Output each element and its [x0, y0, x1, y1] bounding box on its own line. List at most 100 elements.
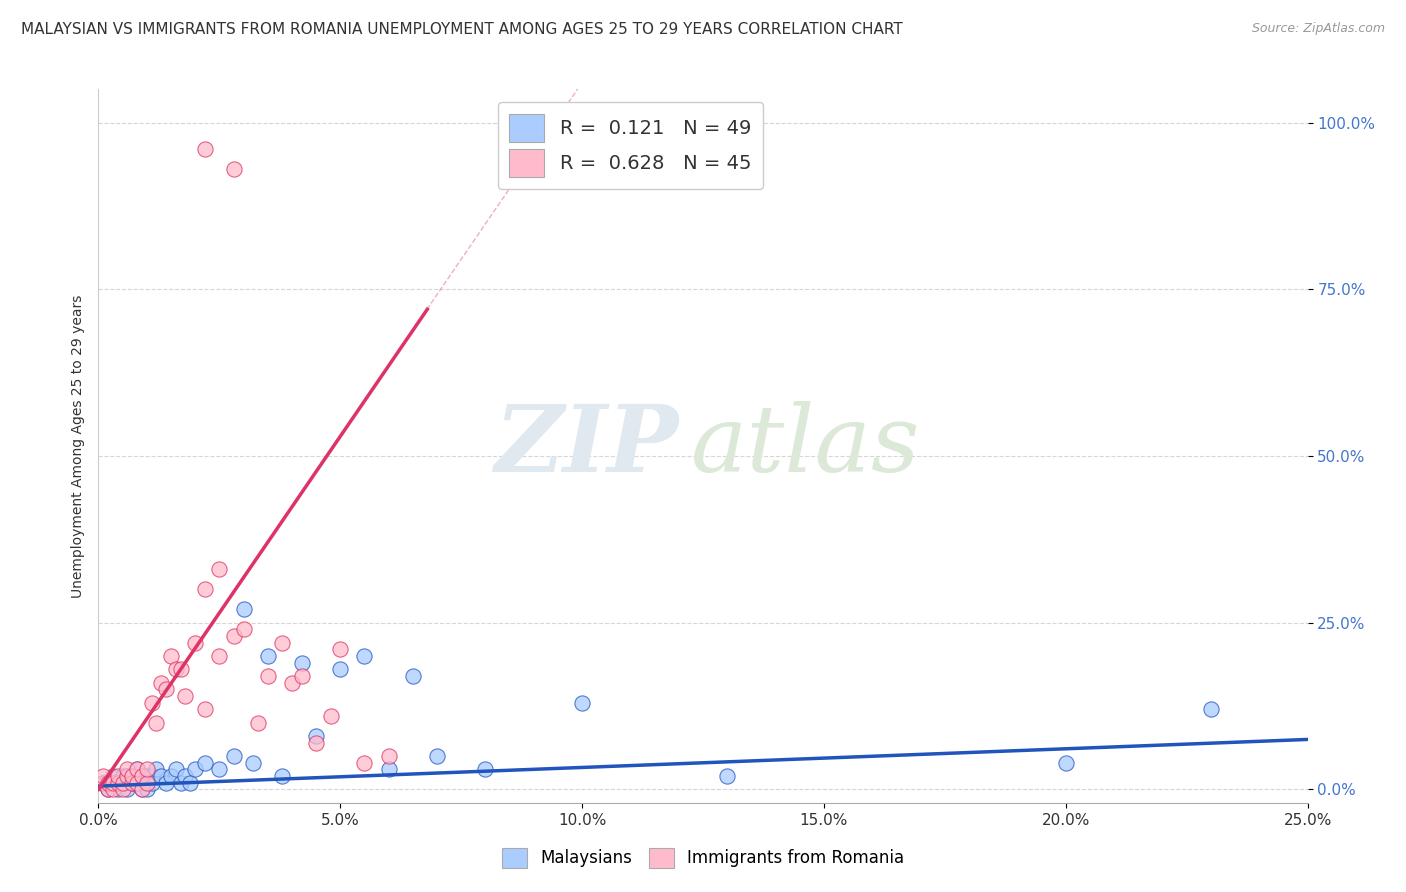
- Point: [377, 763, 399, 777]
- Point: [290, 669, 312, 683]
- Point: [131, 782, 153, 797]
- Point: [135, 782, 157, 797]
- Point: [222, 629, 245, 643]
- Y-axis label: Unemployment Among Ages 25 to 29 years: Unemployment Among Ages 25 to 29 years: [70, 294, 84, 598]
- Point: [247, 715, 270, 730]
- Point: [127, 763, 149, 777]
- Point: [155, 776, 177, 790]
- Point: [160, 769, 183, 783]
- Point: [141, 769, 163, 783]
- Point: [1199, 702, 1222, 716]
- Point: [184, 763, 207, 777]
- Point: [117, 769, 139, 783]
- Point: [121, 769, 143, 783]
- Point: [111, 782, 134, 797]
- Text: Source: ZipAtlas.com: Source: ZipAtlas.com: [1251, 22, 1385, 36]
- Point: [111, 776, 134, 790]
- Legend: R =  0.121   N = 49, R =  0.628   N = 45: R = 0.121 N = 49, R = 0.628 N = 45: [498, 103, 763, 188]
- Point: [716, 769, 738, 783]
- Point: [242, 756, 264, 770]
- Point: [174, 769, 197, 783]
- Point: [174, 689, 197, 703]
- Point: [329, 642, 352, 657]
- Point: [271, 636, 294, 650]
- Point: [208, 562, 231, 576]
- Point: [107, 776, 129, 790]
- Point: [150, 769, 173, 783]
- Point: [165, 662, 187, 676]
- Point: [169, 776, 191, 790]
- Point: [111, 769, 134, 783]
- Legend: Malaysians, Immigrants from Romania: Malaysians, Immigrants from Romania: [495, 841, 911, 875]
- Point: [329, 662, 352, 676]
- Point: [194, 142, 217, 156]
- Point: [290, 656, 312, 670]
- Point: [135, 769, 157, 783]
- Point: [305, 729, 328, 743]
- Point: [145, 763, 167, 777]
- Point: [127, 763, 149, 777]
- Point: [101, 782, 124, 797]
- Point: [111, 776, 134, 790]
- Text: MALAYSIAN VS IMMIGRANTS FROM ROMANIA UNEMPLOYMENT AMONG AGES 25 TO 29 YEARS CORR: MALAYSIAN VS IMMIGRANTS FROM ROMANIA UNE…: [21, 22, 903, 37]
- Point: [121, 769, 143, 783]
- Point: [208, 763, 231, 777]
- Point: [160, 649, 183, 664]
- Point: [169, 662, 191, 676]
- Point: [208, 649, 231, 664]
- Point: [281, 675, 304, 690]
- Point: [121, 776, 143, 790]
- Text: atlas: atlas: [690, 401, 921, 491]
- Point: [101, 776, 124, 790]
- Point: [222, 749, 245, 764]
- Point: [107, 782, 129, 797]
- Point: [179, 776, 201, 790]
- Point: [145, 715, 167, 730]
- Point: [141, 776, 163, 790]
- Point: [101, 776, 124, 790]
- Point: [353, 649, 375, 664]
- Point: [402, 669, 425, 683]
- Point: [141, 696, 163, 710]
- Point: [256, 669, 278, 683]
- Point: [127, 776, 149, 790]
- Point: [474, 763, 496, 777]
- Point: [91, 776, 114, 790]
- Point: [305, 736, 328, 750]
- Point: [353, 756, 375, 770]
- Text: ZIP: ZIP: [495, 401, 679, 491]
- Point: [194, 702, 217, 716]
- Point: [117, 769, 139, 783]
- Point: [165, 763, 187, 777]
- Point: [256, 649, 278, 664]
- Point: [97, 782, 120, 797]
- Point: [155, 682, 177, 697]
- Point: [150, 675, 173, 690]
- Point: [107, 776, 129, 790]
- Point: [135, 776, 157, 790]
- Point: [91, 776, 114, 790]
- Point: [135, 763, 157, 777]
- Point: [117, 782, 139, 797]
- Point: [97, 782, 120, 797]
- Point: [131, 776, 153, 790]
- Point: [131, 782, 153, 797]
- Point: [222, 162, 245, 177]
- Point: [1054, 756, 1077, 770]
- Point: [97, 776, 120, 790]
- Point: [91, 769, 114, 783]
- Point: [271, 769, 294, 783]
- Point: [426, 749, 449, 764]
- Point: [232, 623, 254, 637]
- Point: [184, 636, 207, 650]
- Point: [97, 776, 120, 790]
- Point: [377, 749, 399, 764]
- Point: [194, 756, 217, 770]
- Point: [101, 769, 124, 783]
- Point: [571, 696, 593, 710]
- Point: [232, 602, 254, 616]
- Point: [127, 776, 149, 790]
- Point: [319, 709, 342, 723]
- Point: [131, 769, 153, 783]
- Point: [117, 763, 139, 777]
